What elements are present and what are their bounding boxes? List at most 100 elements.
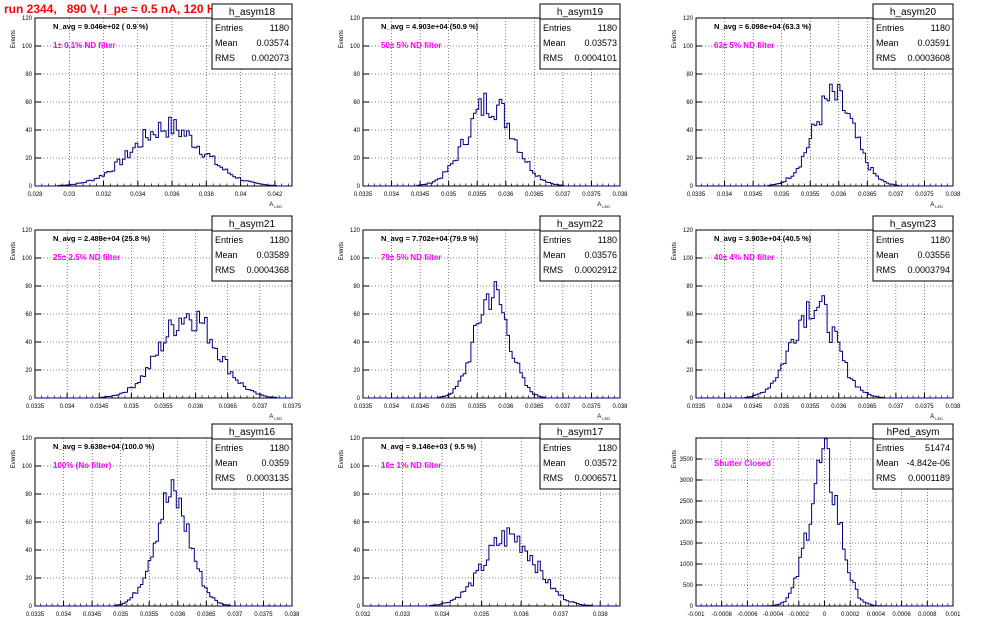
histogram-series [696, 438, 953, 607]
stats-label: Entries [876, 443, 905, 453]
filter-label: 63± 5% ND filter [714, 41, 774, 50]
histogram-series [363, 527, 620, 607]
stats-box [872, 423, 954, 490]
x-axis-label-subscript: LED [274, 416, 282, 421]
stats-value: 1180 [598, 235, 617, 245]
x-tick-label: 0.037 [555, 192, 571, 198]
x-tick-label: 0.036 [188, 404, 204, 410]
stats-label: Entries [543, 23, 572, 33]
y-tick-label: 20 [353, 368, 360, 374]
x-tick-label: 0.037 [888, 192, 904, 198]
y-tick-label: 120 [350, 228, 361, 234]
x-axis-label: ALED [269, 202, 282, 209]
y-tick-label: 100 [350, 256, 361, 262]
x-tick-label: 0.038 [612, 192, 628, 198]
stats-box [872, 3, 954, 70]
y-tick-label: 100 [350, 464, 361, 470]
x-axis-label: ALED [930, 202, 943, 209]
x-axis-label: ALED [269, 414, 282, 421]
y-tick-label: 20 [353, 156, 360, 162]
x-axis-label-subscript: LED [935, 204, 943, 209]
stats-value: 1180 [931, 235, 950, 245]
stats-label: RMS [876, 473, 896, 483]
y-tick-label: 120 [22, 16, 33, 22]
x-tick-label: 0.0335 [687, 404, 706, 410]
stats-box [539, 423, 621, 490]
y-tick-label: 20 [686, 156, 693, 162]
x-tick-label: 0.035 [113, 612, 129, 618]
y-tick-label: 60 [25, 520, 32, 526]
x-tick-label: 0.0335 [354, 404, 373, 410]
x-tick-label: 0.0375 [915, 404, 934, 410]
x-axis-label-subscript: LED [602, 204, 610, 209]
stats-label: Entries [543, 235, 572, 245]
stats-value: 0.0001189 [908, 473, 950, 483]
stats-value: 51474 [925, 443, 950, 453]
histogram-series [363, 92, 620, 187]
x-axis-label-subscript: LED [935, 416, 943, 421]
filter-label: 25± 2.5% ND filter [53, 253, 120, 262]
y-tick-label: 0 [29, 184, 33, 190]
y-tick-label: 0 [357, 604, 361, 610]
y-tick-label: 0 [357, 184, 361, 190]
y-tick-label: 120 [683, 16, 694, 22]
x-tick-label: 0.036 [498, 404, 514, 410]
x-tick-label: 0.037 [553, 612, 569, 618]
stats-box [211, 3, 293, 70]
stats-value: 1180 [931, 23, 950, 33]
histogram-panel-h_asym21: 0.0335 0.034 0.0345 0.035 0.0355 0.036 0.0365 0… [11, 215, 302, 421]
x-tick-label: 0.036 [831, 404, 847, 410]
histogram-series [35, 116, 292, 187]
x-tick-label: 0.0335 [26, 612, 45, 618]
stats-label: Entries [215, 235, 244, 245]
y-tick-label: 60 [25, 100, 32, 106]
x-tick-label: 0.04 [235, 192, 247, 198]
histogram-panel-hPed_asym: -0.001 -0.0008 -0.0006 -0.0004 -0.0002 0 0.000… [672, 423, 961, 618]
stats-value: 0.002073 [251, 53, 289, 63]
x-tick-label: 0.037 [555, 404, 571, 410]
filter-label: 50± 5% ND filter [381, 41, 441, 50]
y-tick-label: 100 [350, 44, 361, 50]
navg-label: N_avg = 9.046e+02 ( 0.9 %) [53, 22, 149, 31]
x-tick-label: 0.034 [130, 192, 146, 198]
x-tick-label: 0.038 [199, 192, 215, 198]
x-tick-label: 0.033 [395, 612, 411, 618]
x-tick-label: 0.038 [945, 404, 961, 410]
y-tick-label: 3000 [680, 478, 694, 484]
stats-label: Entries [876, 235, 905, 245]
y-tick-label: 80 [25, 492, 32, 498]
stats-value: 1180 [598, 443, 617, 453]
x-tick-label: -0.0002 [789, 612, 810, 618]
x-tick-label: 0.035 [774, 404, 790, 410]
y-tick-label: 40 [25, 548, 32, 554]
stats-label: Mean [543, 38, 566, 48]
histogram-panel-h_asym20: 0.0335 0.034 0.0345 0.035 0.0355 0.036 0.0365 0… [672, 3, 961, 209]
x-tick-label: 0.032 [355, 612, 371, 618]
x-tick-label: 0.034 [384, 192, 400, 198]
x-tick-label: 0.0345 [744, 192, 763, 198]
x-tick-label: 0.0345 [744, 404, 763, 410]
histogram-name: h_asym23 [890, 219, 937, 230]
stats-value: 0.03572 [584, 458, 617, 468]
x-tick-label: 0.036 [514, 612, 530, 618]
x-tick-label: 0.0006 [892, 612, 911, 618]
y-tick-label: 120 [22, 228, 33, 234]
x-tick-label: 0 [823, 612, 827, 618]
filter-label: Shutter Closed [714, 459, 771, 468]
y-axis-label: Events [672, 242, 678, 260]
histogram-panel-h_asym17: 0.032 0.033 0.034 0.035 0.036 0.037 0.038 0 20 40… [339, 423, 621, 618]
y-tick-label: 80 [686, 72, 693, 78]
y-tick-label: 20 [25, 156, 32, 162]
y-tick-label: 120 [683, 228, 694, 234]
x-axis-label: ALED [597, 202, 610, 209]
histogram-name: h_asym22 [557, 219, 604, 230]
histogram-series [35, 479, 292, 607]
x-tick-label: -0.0004 [763, 612, 784, 618]
stats-value: 0.0004101 [574, 53, 617, 63]
stats-value: 0.0004368 [246, 265, 289, 275]
y-tick-label: 100 [22, 256, 33, 262]
y-tick-label: 40 [353, 340, 360, 346]
x-axis-label-subscript: LED [602, 416, 610, 421]
stats-value: 0.03556 [917, 250, 950, 260]
x-tick-label: 0.034 [60, 404, 76, 410]
